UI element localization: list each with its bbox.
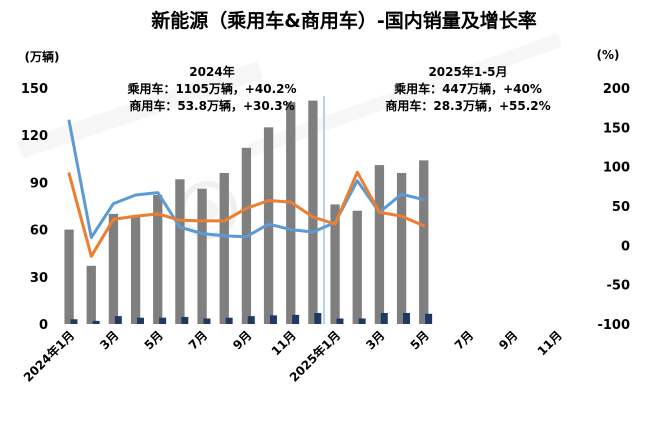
x-tick-label: 2024年1月	[20, 328, 77, 385]
left-axis-unit: (万辆)	[25, 49, 60, 64]
bar-series	[64, 100, 433, 324]
passenger-bar	[374, 165, 385, 324]
left-tick-label: 0	[39, 318, 48, 333]
commercial-bar	[425, 313, 433, 324]
commercial-bar	[402, 312, 410, 324]
right-tick-label: 150	[603, 121, 630, 136]
commercial-growth-line	[67, 170, 426, 258]
passenger-bar	[175, 179, 185, 324]
left-tick-label: 60	[30, 224, 48, 239]
x-tick-label: 9月	[230, 328, 254, 352]
annotation-2024-commercial: 商用车：53.8万辆，+30.3%	[129, 98, 294, 113]
right-tick-label: 0	[621, 239, 630, 254]
commercial-bar	[136, 317, 144, 324]
commercial-bar	[314, 312, 322, 324]
passenger-bar	[286, 102, 296, 324]
x-tick-label: 7月	[186, 328, 210, 352]
annotation-2024-head: 2024年	[189, 64, 234, 79]
commercial-bar	[247, 316, 255, 324]
chart-title: 新能源（乘用车&商用车）-国内销量及增长率	[151, 9, 536, 32]
passenger-bar	[153, 194, 163, 324]
line-series	[67, 119, 426, 258]
passenger-bar	[396, 172, 407, 324]
x-tick-label: 7月	[452, 328, 476, 352]
passenger-bar	[219, 172, 229, 324]
x-tick-label: 11月	[535, 328, 565, 358]
passenger-bar	[108, 213, 119, 324]
passenger-bar	[352, 210, 362, 324]
right-tick-label: 200	[603, 82, 630, 97]
commercial-bar	[181, 316, 189, 324]
right-tick-label: 100	[603, 161, 630, 176]
left-tick-label: 120	[21, 129, 48, 144]
passenger-bar	[86, 265, 96, 324]
annotation-2025: 2025年1-5月 乘用车：447万辆，+40% 商用车：28.3万辆，+55.…	[385, 64, 550, 113]
x-tick-label: 3月	[363, 328, 387, 352]
commercial-bar	[336, 318, 344, 324]
x-tick-label: 5月	[408, 328, 432, 352]
commercial-bar	[70, 319, 78, 324]
commercial-bar	[114, 316, 122, 324]
commercial-bar	[92, 320, 100, 324]
right-tick-label: 50	[612, 200, 630, 215]
watermark-logo	[17, 33, 563, 239]
passenger-growth-line	[67, 119, 426, 239]
passenger-bar	[330, 204, 340, 324]
right-tick-label: -50	[607, 279, 631, 294]
x-tick-label: 9月	[496, 328, 520, 352]
x-tick-label: 11月	[269, 328, 299, 358]
right-axis-ticks: -100 -50 0 50 100 150 200	[597, 82, 630, 333]
commercial-bar	[292, 314, 300, 324]
annotation-2025-head: 2025年1-5月	[428, 64, 507, 79]
commercial-bar	[159, 317, 167, 324]
annotation-2024: 2024年 乘用车：1105万辆，+40.2% 商用车：53.8万辆，+30.3…	[126, 64, 296, 113]
passenger-bar	[197, 188, 207, 324]
commercial-bar	[358, 318, 366, 324]
left-tick-label: 30	[30, 271, 48, 286]
right-tick-label: -100	[597, 318, 630, 333]
right-axis-unit: (%)	[597, 48, 620, 62]
passenger-bar	[308, 100, 318, 324]
commercial-bar	[225, 317, 233, 324]
x-tick-label: 5月	[142, 328, 166, 352]
left-tick-label: 90	[30, 176, 48, 191]
commercial-bar	[380, 312, 388, 324]
annotation-2024-passenger: 乘用车：1105万辆，+40.2%	[126, 81, 296, 96]
annotation-2025-passenger: 乘用车：447万辆，+40%	[393, 81, 542, 96]
left-tick-label: 150	[21, 82, 48, 97]
x-tick-label: 3月	[97, 328, 121, 352]
left-axis-ticks: 0 30 60 90 120 150	[21, 82, 48, 333]
passenger-bar	[64, 229, 74, 324]
passenger-bar	[130, 215, 141, 324]
commercial-bar	[269, 315, 277, 324]
passenger-bar	[419, 160, 429, 324]
annotation-2025-commercial: 商用车：28.3万辆，+55.2%	[385, 98, 550, 113]
commercial-bar	[203, 318, 211, 324]
